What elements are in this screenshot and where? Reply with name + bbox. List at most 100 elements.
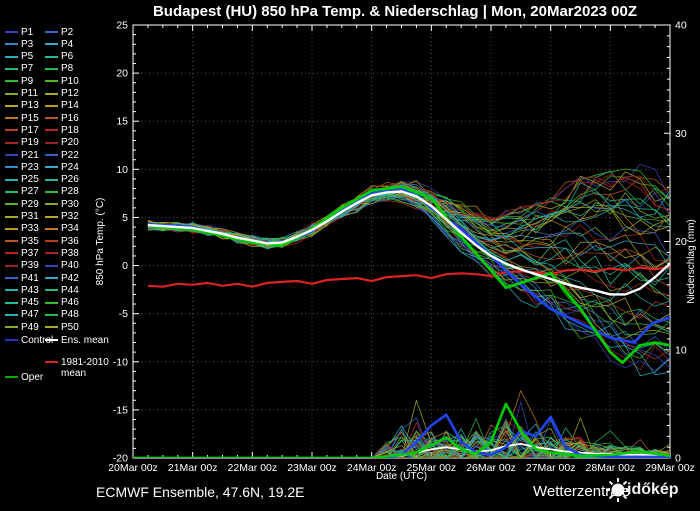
xtick: 21Mar 00z — [168, 462, 218, 474]
legend-item-P34: P34 — [45, 223, 79, 235]
member-precip-line-P47 — [133, 431, 670, 458]
legend-item-P10: P10 — [45, 75, 79, 87]
xtick: 27Mar 00z — [526, 462, 576, 474]
xtick: 29Mar 00z — [645, 462, 695, 474]
legend-label: P13 — [21, 100, 39, 112]
legend-swatch — [45, 313, 58, 316]
legend-item-P5: P5 — [5, 51, 33, 63]
oper-precip-line — [133, 402, 670, 458]
legend-item-control: Control — [5, 334, 53, 346]
legend-swatch — [5, 92, 18, 95]
legend-label: P8 — [61, 63, 74, 75]
legend-swatch — [5, 31, 18, 33]
member-temp-line-P50 — [147, 188, 670, 245]
ytick-left: -5 — [119, 308, 128, 320]
legend-swatch — [45, 178, 58, 181]
legend-swatch — [5, 289, 18, 292]
legend-label: P39 — [21, 260, 39, 272]
legend-label: P12 — [61, 88, 79, 99]
legend-item-P27: P27 — [5, 186, 39, 198]
legend-label: P26 — [61, 174, 79, 186]
legend-swatch — [5, 117, 18, 120]
legend-item-P40: P40 — [45, 260, 79, 272]
ytick-right: 0 — [675, 453, 681, 465]
ens-mean-line — [147, 190, 670, 296]
member-precip-line-P46 — [133, 442, 670, 458]
ytick-left: -10 — [113, 356, 128, 368]
legend-swatch — [45, 55, 58, 58]
legend-item-P45: P45 — [5, 297, 39, 309]
legend-label: P35 — [21, 235, 39, 247]
ytick-left: -20 — [113, 453, 128, 465]
legend-item-P9: P9 — [5, 75, 33, 87]
legend-swatch — [45, 190, 58, 193]
legend-item-P31: P31 — [5, 211, 39, 223]
legend-label: P29 — [21, 198, 39, 210]
legend-swatch — [45, 339, 58, 341]
member-precip-line-P23 — [133, 438, 670, 458]
ytick-right: 30 — [675, 128, 687, 140]
legend-label: P44 — [61, 284, 79, 296]
legend-item-P13: P13 — [5, 100, 39, 112]
xtick: 20Mar 00z — [108, 462, 158, 474]
ensemble-member-lines — [133, 164, 670, 458]
legend-label: P28 — [61, 186, 79, 198]
xtick: 22Mar 00z — [228, 462, 278, 474]
member-precip-line-P29 — [133, 430, 670, 458]
legend-swatch — [45, 277, 58, 279]
legend-item-P49: P49 — [5, 321, 39, 333]
y-axis-title-right: Niederschlag (mm) — [686, 219, 697, 303]
legend-label: P2 — [61, 26, 74, 38]
legend-label: P46 — [61, 297, 79, 309]
legend-item-P16: P16 — [45, 112, 79, 124]
member-precip-line-P35 — [133, 431, 670, 458]
legend-swatch — [5, 190, 18, 193]
member-precip-line-P45 — [133, 432, 670, 458]
legend-swatch — [45, 80, 58, 83]
member-precip-line-P8 — [133, 420, 670, 458]
legend-item-P38: P38 — [45, 247, 79, 259]
gridlines — [133, 25, 670, 458]
legend-item-P2: P2 — [45, 26, 73, 38]
member-precip-line-P48 — [133, 430, 670, 458]
ytick-right: 40 — [675, 20, 687, 32]
member-precip-line-P22 — [133, 417, 670, 458]
legend-label: P31 — [21, 211, 39, 222]
legend-label: 1981-2010 mean — [61, 357, 109, 379]
legend-label: P16 — [61, 112, 79, 124]
legend-item-P12: P12 — [45, 88, 79, 100]
legend-label: P3 — [21, 38, 34, 50]
ytick-left: 25 — [116, 20, 128, 32]
legend-swatch — [45, 203, 58, 206]
legend-label: P34 — [61, 223, 79, 235]
member-temp-line-P40 — [147, 196, 670, 372]
legend-label: P6 — [61, 51, 74, 63]
member-precip-line-P38 — [133, 421, 670, 458]
ytick-left: 20 — [116, 68, 128, 80]
legend-item-P36: P36 — [45, 235, 79, 247]
legend-swatch — [5, 277, 18, 279]
legend-swatch — [5, 376, 18, 378]
legend-swatch — [5, 326, 18, 329]
legend-swatch — [45, 264, 58, 267]
legend-label: P30 — [61, 198, 79, 210]
oper-line — [147, 185, 670, 365]
legend-label: P5 — [21, 51, 34, 63]
legend-item-P19: P19 — [5, 137, 39, 149]
legend-item-P25: P25 — [5, 174, 39, 186]
legend-label: P36 — [61, 235, 79, 247]
x-axis-title: Date (UTC) — [376, 471, 427, 482]
legend-swatch — [45, 154, 58, 156]
legend-label: P11 — [21, 88, 39, 99]
legend-item-P26: P26 — [45, 174, 79, 186]
legend-swatch — [5, 215, 18, 218]
member-temp-line-P30 — [147, 192, 670, 297]
member-temp-line-P17 — [147, 194, 670, 360]
legend-label: Oper — [21, 371, 44, 383]
sun-icon — [606, 478, 630, 502]
member-temp-line-P41 — [147, 184, 670, 247]
legend-label: P10 — [61, 75, 79, 87]
ytick-left: 15 — [116, 116, 128, 128]
member-precip-line-P36 — [133, 431, 670, 458]
